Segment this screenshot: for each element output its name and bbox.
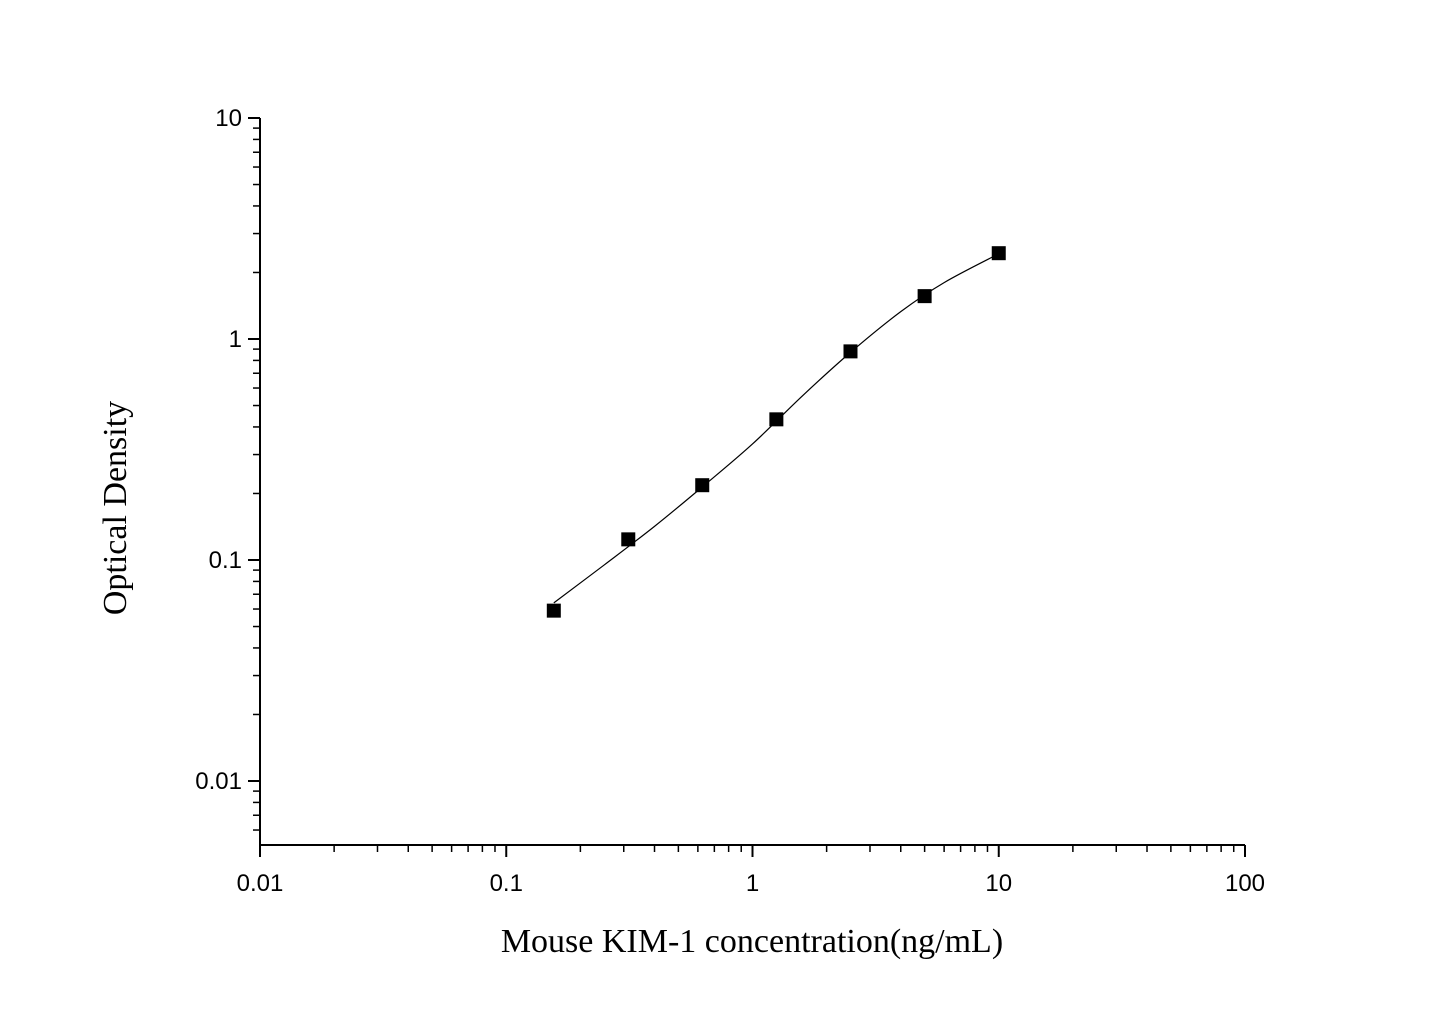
data-point <box>621 532 636 547</box>
fit-curve <box>553 253 1000 604</box>
data-point <box>546 603 561 618</box>
data-point <box>917 289 932 304</box>
y-tick-label: 0.01 <box>195 768 242 795</box>
data-point <box>695 478 710 493</box>
data-point <box>991 246 1006 261</box>
fit-curve-layer <box>553 253 1000 604</box>
x-tick-label: 10 <box>985 870 1012 897</box>
data-points-layer <box>546 246 1006 618</box>
x-tick-label: 0.1 <box>490 870 523 897</box>
x-tick-label: 1 <box>746 870 759 897</box>
data-point <box>843 344 858 359</box>
data-point <box>769 412 784 427</box>
y-tick-label: 1 <box>229 326 242 353</box>
x-tick-label: 0.01 <box>237 870 284 897</box>
axes: 0.01 0.1 1 10 100 0.01 0.1 1 10 <box>195 105 1265 897</box>
y-tick-label: 10 <box>215 105 242 132</box>
y-tick-label: 0.1 <box>209 547 242 574</box>
y-axis-title: Optical Density <box>97 401 134 615</box>
x-tick-label: 100 <box>1225 870 1265 897</box>
x-axis-title: Mouse KIM-1 concentration(ng/mL) <box>501 923 1003 960</box>
